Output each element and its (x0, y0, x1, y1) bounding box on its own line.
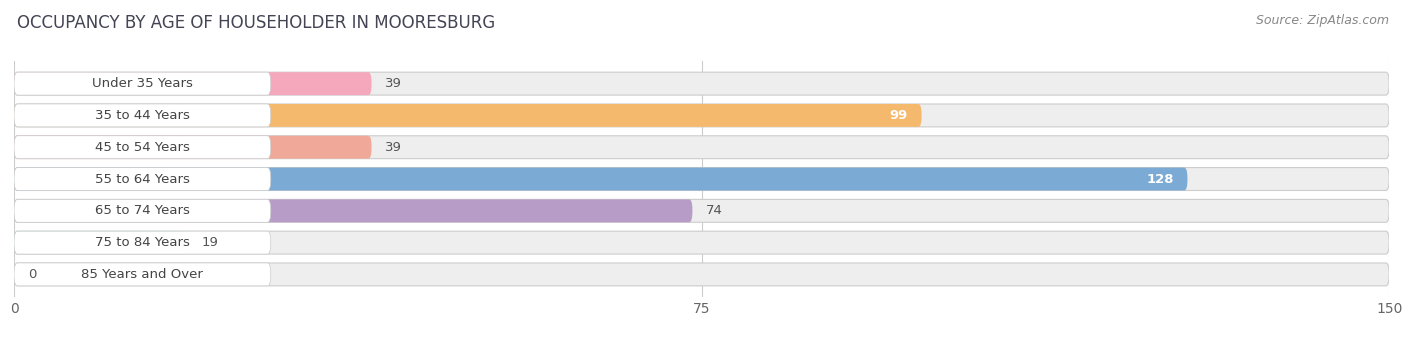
Text: Under 35 Years: Under 35 Years (91, 77, 193, 90)
FancyBboxPatch shape (14, 72, 371, 95)
FancyBboxPatch shape (14, 136, 371, 159)
FancyBboxPatch shape (14, 104, 1389, 127)
FancyBboxPatch shape (14, 136, 271, 159)
Text: 74: 74 (706, 204, 723, 217)
Text: 39: 39 (385, 77, 402, 90)
Text: 85 Years and Over: 85 Years and Over (82, 268, 204, 281)
FancyBboxPatch shape (14, 231, 1389, 254)
FancyBboxPatch shape (14, 104, 921, 127)
Text: 0: 0 (28, 268, 37, 281)
Text: 75 to 84 Years: 75 to 84 Years (96, 236, 190, 249)
Text: 65 to 74 Years: 65 to 74 Years (96, 204, 190, 217)
Text: 128: 128 (1146, 173, 1174, 186)
FancyBboxPatch shape (14, 167, 271, 191)
Text: Source: ZipAtlas.com: Source: ZipAtlas.com (1256, 14, 1389, 27)
FancyBboxPatch shape (14, 231, 271, 254)
Text: 39: 39 (385, 141, 402, 154)
FancyBboxPatch shape (14, 167, 1188, 191)
FancyBboxPatch shape (14, 199, 692, 222)
Text: 45 to 54 Years: 45 to 54 Years (96, 141, 190, 154)
Text: 99: 99 (890, 109, 908, 122)
FancyBboxPatch shape (14, 72, 1389, 95)
Text: 35 to 44 Years: 35 to 44 Years (96, 109, 190, 122)
FancyBboxPatch shape (14, 263, 271, 286)
FancyBboxPatch shape (14, 167, 1389, 191)
FancyBboxPatch shape (14, 199, 1389, 222)
FancyBboxPatch shape (14, 72, 271, 95)
FancyBboxPatch shape (14, 263, 1389, 286)
Text: OCCUPANCY BY AGE OF HOUSEHOLDER IN MOORESBURG: OCCUPANCY BY AGE OF HOUSEHOLDER IN MOORE… (17, 14, 495, 32)
FancyBboxPatch shape (14, 136, 1389, 159)
FancyBboxPatch shape (14, 231, 188, 254)
FancyBboxPatch shape (14, 104, 271, 127)
Text: 55 to 64 Years: 55 to 64 Years (96, 173, 190, 186)
FancyBboxPatch shape (14, 199, 271, 222)
Text: 19: 19 (202, 236, 219, 249)
